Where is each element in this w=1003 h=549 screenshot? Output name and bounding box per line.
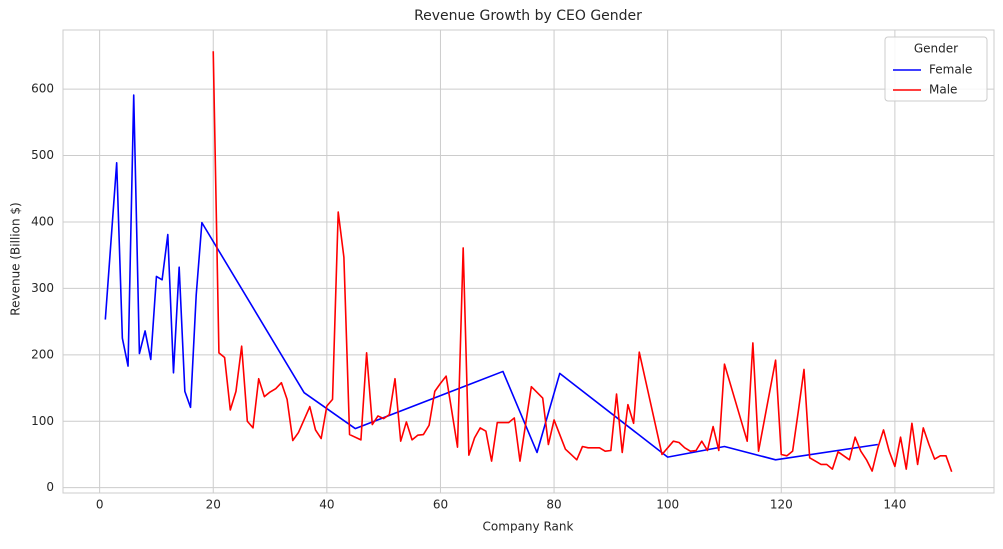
y-tick-label: 400 (31, 214, 54, 228)
x-tick-label: 20 (206, 498, 221, 512)
x-tick-label: 120 (770, 498, 793, 512)
line-series (104, 94, 878, 461)
x-tick-label: 100 (656, 498, 679, 512)
x-axis-label: Company Rank (483, 520, 574, 534)
y-tick-label: 0 (46, 480, 54, 494)
y-tick-label: 100 (31, 414, 54, 428)
y-tick-label: 500 (31, 148, 54, 162)
x-tick-label: 140 (883, 498, 906, 512)
line-series (212, 51, 953, 473)
legend-label: Male (929, 83, 957, 97)
legend: Gender Female Male (884, 36, 988, 102)
y-tick-label: 200 (31, 347, 54, 361)
x-tick-label: 80 (546, 498, 561, 512)
x-tick-label: 60 (433, 498, 448, 512)
legend-title: Gender (914, 42, 958, 56)
y-tick-label: 600 (31, 82, 54, 96)
x-tick-label: 40 (319, 498, 334, 512)
y-tick-label: 300 (31, 281, 54, 295)
chart-title: Revenue Growth by CEO Gender (414, 8, 642, 24)
plot-frame (62, 29, 995, 494)
y-axis-label: Revenue (Billion $) (9, 202, 23, 315)
legend-box (884, 36, 988, 102)
x-tick-label: 0 (96, 498, 104, 512)
legend-label: Female (929, 63, 972, 77)
